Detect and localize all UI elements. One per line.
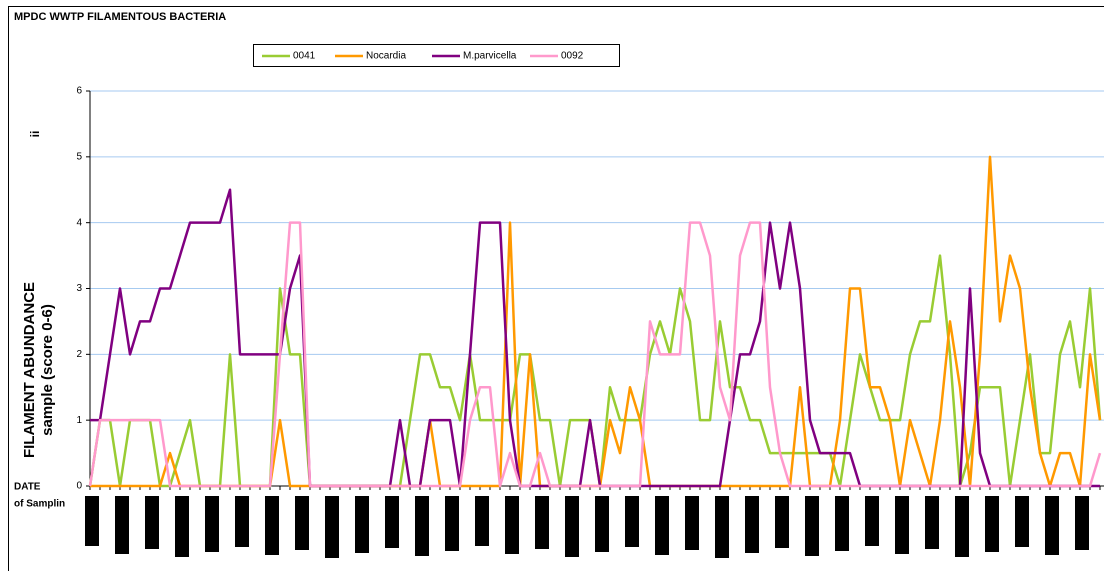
x-tick-label-block [205, 496, 219, 552]
x-tick-label-block [865, 496, 879, 546]
y-axis-title: FILAMENT ABUNDANCE [21, 282, 38, 458]
x-tick-label-block [265, 496, 279, 555]
x-tick-label-block [385, 496, 399, 548]
x-tick-label-block [115, 496, 129, 554]
x-tick-label-block [685, 496, 699, 550]
y-axis-mark: ii [28, 131, 42, 138]
y-tick-label: 2 [76, 349, 82, 360]
x-tick-label-block [235, 496, 249, 547]
legend-label: M.parvicella [463, 51, 517, 62]
x-tick-label-block [1045, 496, 1059, 555]
x-tick-label-block [145, 496, 159, 549]
y-axis-title: sample (score 0-6) [39, 304, 56, 436]
x-tick-label-block [655, 496, 669, 555]
x-tick-label-block [955, 496, 969, 557]
chart-title: MPDC WWTP FILAMENTOUS BACTERIA [14, 11, 226, 23]
y-tick-label: 0 [76, 481, 82, 492]
x-tick-label-block [1075, 496, 1089, 550]
y-tick-label: 4 [76, 217, 82, 228]
x-tick-label-block [565, 496, 579, 557]
x-tick-label-block [835, 496, 849, 551]
legend-label: 0041 [293, 51, 316, 62]
x-tick-label-block [535, 496, 549, 549]
x-tick-label-block [415, 496, 429, 556]
x-tick-label-block [925, 496, 939, 549]
y-tick-label: 5 [76, 151, 82, 162]
x-tick-label-block [295, 496, 309, 550]
x-tick-label-block [745, 496, 759, 553]
x-tick-label-block [715, 496, 729, 558]
x-tick-label-block [595, 496, 609, 552]
x-tick-label-block [325, 496, 339, 558]
x-tick-label-block [175, 496, 189, 557]
line-series [88, 221, 1102, 488]
frame [8, 6, 1104, 571]
y-tick-label: 1 [76, 415, 82, 426]
x-tick-label-block [445, 496, 459, 551]
legend-label: Nocardia [366, 51, 406, 62]
y-tick-label: 3 [76, 283, 82, 294]
x-tick-label-block [625, 496, 639, 547]
x-tick-label-block [355, 496, 369, 553]
x-axis-title: DATE [14, 482, 41, 493]
x-tick-label-block [775, 496, 789, 548]
x-tick-label-block [1015, 496, 1029, 547]
x-tick-label-block [985, 496, 999, 552]
x-tick-label-block [895, 496, 909, 554]
x-tick-label-block [85, 496, 99, 546]
y-tick-label: 6 [76, 86, 82, 97]
x-tick-label-block [805, 496, 819, 556]
x-tick-label-block [475, 496, 489, 546]
x-tick-label-block [505, 496, 519, 554]
line-series [90, 155, 1102, 488]
legend-label: 0092 [561, 51, 584, 62]
x-axis-title: of Samplin [14, 499, 65, 510]
